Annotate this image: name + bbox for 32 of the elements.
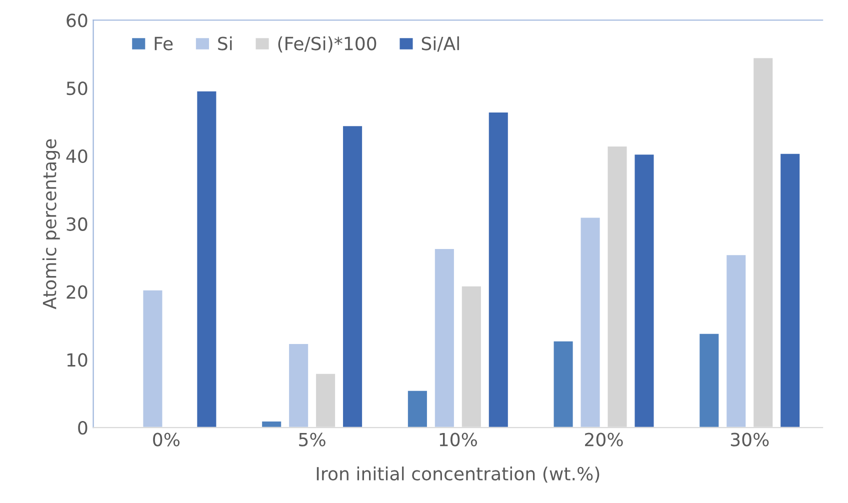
y-tick-label: 0 <box>78 421 88 435</box>
bar <box>288 342 310 428</box>
legend-label: Si/Al <box>422 36 459 52</box>
bar <box>698 332 720 428</box>
bar <box>142 289 164 428</box>
bar <box>633 153 656 428</box>
x-axis-title: Iron initial concentration (wt.%) <box>316 466 600 483</box>
y-axis-title: Atomic percentage <box>42 139 60 310</box>
y-tick-label: 20 <box>66 285 88 299</box>
bar <box>342 124 364 428</box>
bar <box>260 420 282 428</box>
y-tick-label: 60 <box>66 14 88 28</box>
y-tick-label: 50 <box>66 81 88 96</box>
bar <box>434 248 456 428</box>
bar <box>725 254 748 428</box>
bar <box>579 216 602 428</box>
x-tick-label: 0% <box>153 432 180 446</box>
x-tick-label: 20% <box>585 432 623 446</box>
bar <box>487 111 510 428</box>
bar <box>406 390 428 428</box>
bar <box>552 340 574 428</box>
y-tick-label: 30 <box>66 217 88 231</box>
bar <box>779 152 802 428</box>
y-tick-label: 10 <box>67 353 88 367</box>
y-tick-label: 40 <box>66 149 88 164</box>
legend-label: Fe <box>154 36 173 50</box>
x-tick-label: 5% <box>299 432 326 446</box>
legend-label: Si <box>218 36 232 50</box>
bar <box>196 90 218 428</box>
x-tick-label: 30% <box>730 432 769 446</box>
legend-label: (Fe/Si)*100 <box>278 36 376 52</box>
x-tick-label: 10% <box>440 432 477 446</box>
